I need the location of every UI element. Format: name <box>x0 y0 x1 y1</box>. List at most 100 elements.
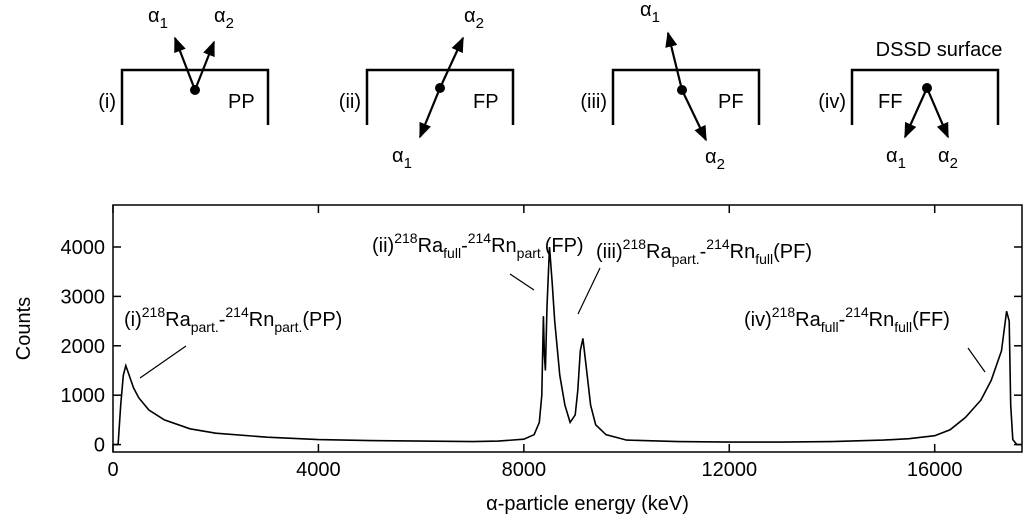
alpha-arrow <box>173 36 197 91</box>
alpha-label: α1 <box>886 145 906 172</box>
x-tick-label: 4000 <box>296 459 341 481</box>
detector-surface <box>611 68 761 125</box>
text-part: (PF) <box>773 241 812 263</box>
y-tick-label: 0 <box>94 435 105 457</box>
text-part: part. <box>517 245 545 261</box>
text-part: part. <box>274 319 302 335</box>
alpha-arrow <box>665 31 684 91</box>
annotation-leader <box>967 347 986 373</box>
alpha-arrow <box>681 89 707 142</box>
text-part: 218 <box>394 230 418 246</box>
panel-label: (iii) <box>580 91 607 113</box>
alpha-label: α2 <box>214 5 234 32</box>
alpha-index: 2 <box>950 155 958 172</box>
text-part: Rn <box>730 241 756 263</box>
x-tick-label: 0 <box>107 459 118 481</box>
y-tick-label: 2000 <box>61 336 106 358</box>
alpha-symbol: α <box>392 145 404 167</box>
alpha-index: 1 <box>404 155 412 172</box>
alpha-label: α1 <box>392 145 412 172</box>
panel-label: (iv) <box>818 91 846 113</box>
alpha-arrow <box>925 87 950 139</box>
text-part: Ra <box>418 235 444 257</box>
text-part: - <box>700 241 707 263</box>
text-part: (FP) <box>545 235 584 257</box>
panel-mode: FP <box>473 91 499 113</box>
surface-label: DSSD surface <box>876 39 1003 61</box>
peak-annotation: (iv)218Rafull-214Rnfull(FF) <box>744 304 950 335</box>
x-tick-label: 12000 <box>701 459 757 481</box>
plot-frame <box>112 204 1023 453</box>
text-part: (i) <box>124 309 142 331</box>
text-part: part. <box>191 319 219 335</box>
x-axis-title: α-particle energy (keV) <box>486 493 689 515</box>
panel-label: (ii) <box>339 91 361 113</box>
alpha-label: α1 <box>148 5 168 32</box>
text-part: full <box>755 251 773 267</box>
panel-mode: FF <box>878 91 902 113</box>
text-part: Ra <box>795 309 821 331</box>
text-part: (iv) <box>744 309 772 331</box>
alpha-index: 2 <box>226 15 234 32</box>
text-part: 214 <box>845 304 869 320</box>
text-part: part. <box>672 251 700 267</box>
text-part: (ii) <box>372 235 394 257</box>
text-part: Ra <box>165 309 191 331</box>
alpha-label: α2 <box>938 145 958 172</box>
alpha-arrow <box>439 36 464 89</box>
annotation-leader <box>509 273 535 291</box>
alpha-index: 2 <box>476 15 484 32</box>
alpha-symbol: α <box>464 5 476 27</box>
panel-mode: PP <box>228 91 255 113</box>
alpha-index: 1 <box>652 9 660 26</box>
text-part: 218 <box>623 236 647 252</box>
alpha-label: α1 <box>640 0 660 26</box>
text-part: 214 <box>706 236 730 252</box>
alpha-arrow <box>903 87 929 139</box>
detector-surface <box>120 68 270 125</box>
spectrum-line <box>113 246 1022 446</box>
panel-label: (i) <box>98 91 116 113</box>
detector-surface <box>365 68 515 125</box>
alpha-label: α2 <box>705 146 725 173</box>
alpha-index: 1 <box>898 155 906 172</box>
alpha-symbol: α <box>705 146 717 168</box>
peak-annotation: (iii)218Rapart.-214Rnfull(PF) <box>596 236 812 267</box>
text-part: Rn <box>249 309 275 331</box>
text-part: Ra <box>646 241 672 263</box>
text-part: 214 <box>468 230 492 246</box>
y-axis-title: Counts <box>13 297 35 360</box>
annotation-leader <box>577 267 601 315</box>
x-tick-label: 16000 <box>907 459 963 481</box>
text-part: - <box>219 309 226 331</box>
alpha-symbol: α <box>214 5 226 27</box>
text-part: (PP) <box>302 309 342 331</box>
alpha-symbol: α <box>640 0 652 21</box>
detector-surface <box>850 68 1000 125</box>
text-part: 214 <box>225 304 249 320</box>
y-tick-label: 3000 <box>61 286 106 308</box>
text-part: Rn <box>491 235 517 257</box>
annotation-leader <box>139 345 187 379</box>
y-tick-label: 1000 <box>61 385 106 407</box>
alpha-symbol: α <box>938 145 950 167</box>
alpha-symbol: α <box>148 5 160 27</box>
text-part: (iii) <box>596 241 623 263</box>
alpha-arrow <box>193 40 216 91</box>
text-part: - <box>839 309 846 331</box>
text-part: full <box>821 319 839 335</box>
alpha-index: 1 <box>160 15 168 32</box>
text-part: full <box>894 319 912 335</box>
alpha-index: 2 <box>717 156 725 173</box>
alpha-label: α2 <box>464 5 484 32</box>
peak-annotation: (ii)218Rafull-214Rnpart.(FP) <box>372 230 584 261</box>
alpha-arrow <box>418 87 442 139</box>
text-part: 218 <box>142 304 166 320</box>
text-part: full <box>443 245 461 261</box>
panel-mode: PF <box>718 91 744 113</box>
text-part: Rn <box>869 309 895 331</box>
text-part: 218 <box>772 304 796 320</box>
text-part: - <box>461 235 468 257</box>
peak-annotation: (i)218Rapart.-214Rnpart.(PP) <box>124 304 342 335</box>
